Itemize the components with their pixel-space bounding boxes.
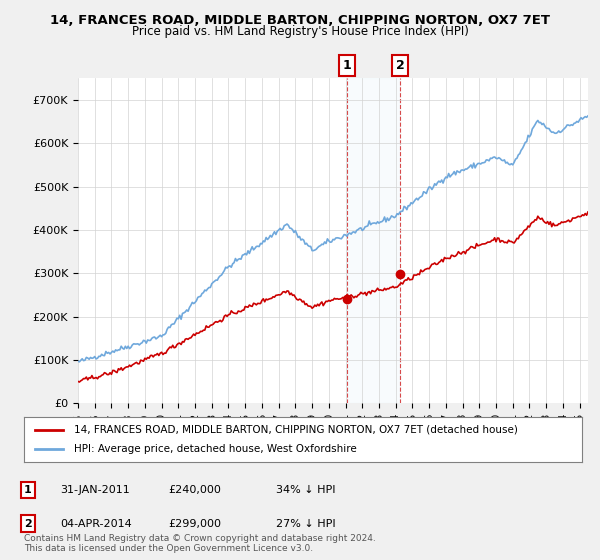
Text: £299,000: £299,000 [168, 519, 221, 529]
Text: 27% ↓ HPI: 27% ↓ HPI [276, 519, 335, 529]
Text: 14, FRANCES ROAD, MIDDLE BARTON, CHIPPING NORTON, OX7 7ET: 14, FRANCES ROAD, MIDDLE BARTON, CHIPPIN… [50, 14, 550, 27]
Text: 31-JAN-2011: 31-JAN-2011 [60, 485, 130, 495]
Text: HPI: Average price, detached house, West Oxfordshire: HPI: Average price, detached house, West… [74, 445, 357, 455]
Text: 2: 2 [395, 59, 404, 72]
Text: Price paid vs. HM Land Registry's House Price Index (HPI): Price paid vs. HM Land Registry's House … [131, 25, 469, 38]
Text: £240,000: £240,000 [168, 485, 221, 495]
Text: 04-APR-2014: 04-APR-2014 [60, 519, 132, 529]
Text: 1: 1 [24, 485, 32, 495]
Text: Contains HM Land Registry data © Crown copyright and database right 2024.
This d: Contains HM Land Registry data © Crown c… [24, 534, 376, 553]
Text: 34% ↓ HPI: 34% ↓ HPI [276, 485, 335, 495]
Text: 2: 2 [24, 519, 32, 529]
Bar [347, 78, 400, 403]
Text: 14, FRANCES ROAD, MIDDLE BARTON, CHIPPING NORTON, OX7 7ET (detached house): 14, FRANCES ROAD, MIDDLE BARTON, CHIPPIN… [74, 424, 518, 435]
Text: 1: 1 [343, 59, 352, 72]
